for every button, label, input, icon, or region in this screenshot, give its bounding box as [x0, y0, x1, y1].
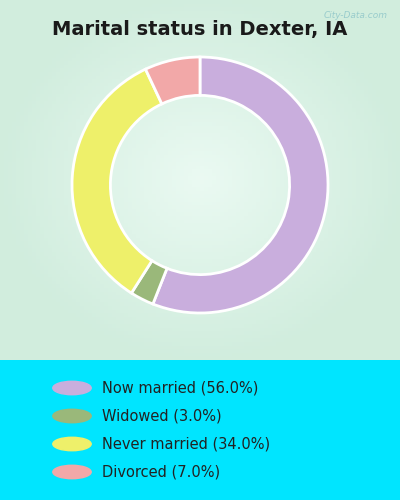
Text: Marital status in Dexter, IA: Marital status in Dexter, IA — [52, 20, 348, 38]
Circle shape — [53, 410, 91, 422]
Text: Widowed (3.0%): Widowed (3.0%) — [102, 408, 222, 424]
Wedge shape — [153, 57, 328, 313]
Text: Never married (34.0%): Never married (34.0%) — [102, 436, 270, 452]
Wedge shape — [146, 57, 200, 104]
Text: City-Data.com: City-Data.com — [324, 11, 388, 20]
Circle shape — [53, 382, 91, 394]
Wedge shape — [132, 260, 167, 304]
Text: Now married (56.0%): Now married (56.0%) — [102, 380, 258, 396]
Circle shape — [53, 466, 91, 478]
Circle shape — [53, 438, 91, 450]
Wedge shape — [72, 69, 162, 293]
Text: Divorced (7.0%): Divorced (7.0%) — [102, 464, 220, 479]
